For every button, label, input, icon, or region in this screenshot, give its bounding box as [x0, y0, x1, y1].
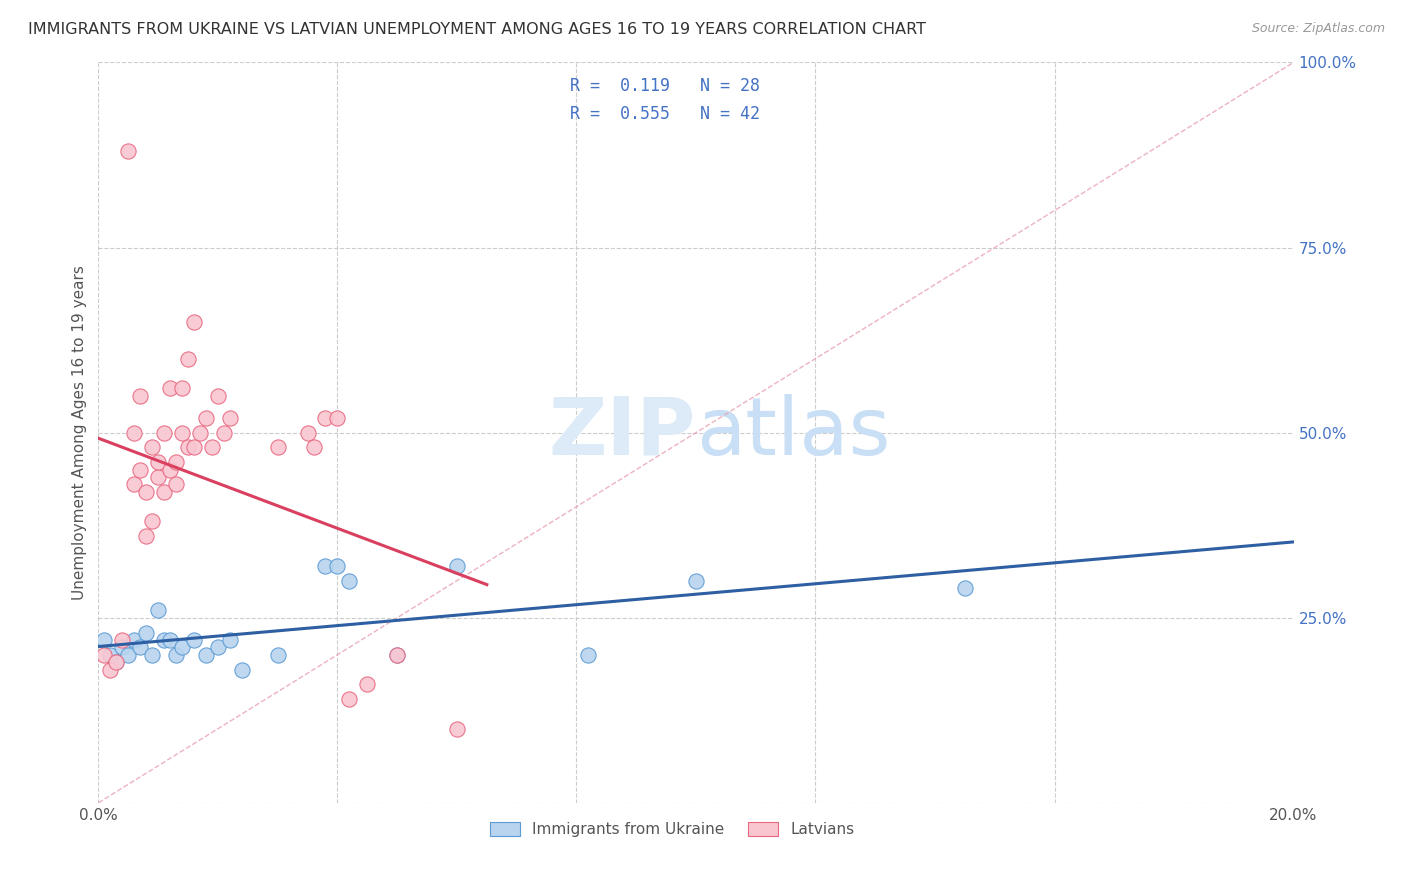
Y-axis label: Unemployment Among Ages 16 to 19 years: Unemployment Among Ages 16 to 19 years: [72, 265, 87, 600]
Point: [207, 640, 229, 655]
Point: [231, 663, 253, 677]
Point: [124, 632, 146, 647]
Point: [135, 625, 157, 640]
Point: [177, 441, 200, 455]
Point: [141, 441, 163, 455]
Point: [177, 351, 200, 366]
Point: [183, 314, 205, 328]
Point: [124, 425, 146, 440]
Point: [385, 648, 409, 662]
Point: [172, 381, 194, 395]
Point: [159, 462, 181, 476]
Point: [148, 455, 170, 469]
Point: [111, 640, 134, 655]
Point: [159, 632, 181, 647]
Point: [148, 603, 170, 617]
Text: R =  0.119   N = 28: R = 0.119 N = 28: [571, 78, 761, 95]
Point: [183, 441, 205, 455]
Text: atlas: atlas: [696, 393, 890, 472]
Point: [141, 648, 163, 662]
Point: [195, 410, 218, 425]
Point: [326, 558, 349, 573]
Point: [339, 574, 361, 588]
Point: [98, 663, 122, 677]
Point: [117, 648, 139, 662]
Point: [172, 640, 194, 655]
Point: [183, 632, 205, 647]
Point: [153, 484, 176, 499]
Point: [98, 648, 122, 662]
Point: [385, 648, 409, 662]
Point: [105, 655, 128, 669]
Text: ZIP: ZIP: [548, 393, 696, 472]
Point: [315, 410, 337, 425]
Point: [165, 648, 187, 662]
Point: [93, 632, 115, 647]
Point: [129, 388, 152, 402]
Point: [219, 410, 242, 425]
Point: [153, 425, 176, 440]
Point: [124, 477, 146, 491]
Point: [578, 648, 600, 662]
Point: [159, 381, 181, 395]
Point: [129, 462, 152, 476]
Point: [93, 648, 115, 662]
Point: [685, 574, 707, 588]
Point: [117, 145, 139, 159]
Point: [172, 425, 194, 440]
Point: [207, 388, 229, 402]
Point: [267, 441, 290, 455]
Text: Source: ZipAtlas.com: Source: ZipAtlas.com: [1251, 22, 1385, 36]
Point: [356, 677, 378, 691]
Point: [326, 410, 349, 425]
Point: [297, 425, 319, 440]
Point: [446, 722, 468, 736]
Point: [165, 455, 187, 469]
Point: [446, 558, 468, 573]
Text: R =  0.555   N = 42: R = 0.555 N = 42: [571, 105, 761, 123]
Point: [267, 648, 290, 662]
Point: [141, 515, 163, 529]
Legend: Immigrants from Ukraine, Latvians: Immigrants from Ukraine, Latvians: [484, 815, 860, 843]
Point: [315, 558, 337, 573]
Point: [135, 529, 157, 543]
Point: [212, 425, 235, 440]
Point: [148, 470, 170, 484]
Point: [153, 632, 176, 647]
Point: [105, 655, 128, 669]
Point: [135, 484, 157, 499]
Point: [165, 477, 187, 491]
Point: [111, 632, 134, 647]
Point: [129, 640, 152, 655]
Point: [953, 581, 976, 595]
Point: [188, 425, 211, 440]
Point: [339, 692, 361, 706]
Point: [201, 441, 224, 455]
Text: IMMIGRANTS FROM UKRAINE VS LATVIAN UNEMPLOYMENT AMONG AGES 16 TO 19 YEARS CORREL: IMMIGRANTS FROM UKRAINE VS LATVIAN UNEMP…: [28, 22, 927, 37]
Point: [195, 648, 218, 662]
Point: [302, 441, 325, 455]
Point: [219, 632, 242, 647]
